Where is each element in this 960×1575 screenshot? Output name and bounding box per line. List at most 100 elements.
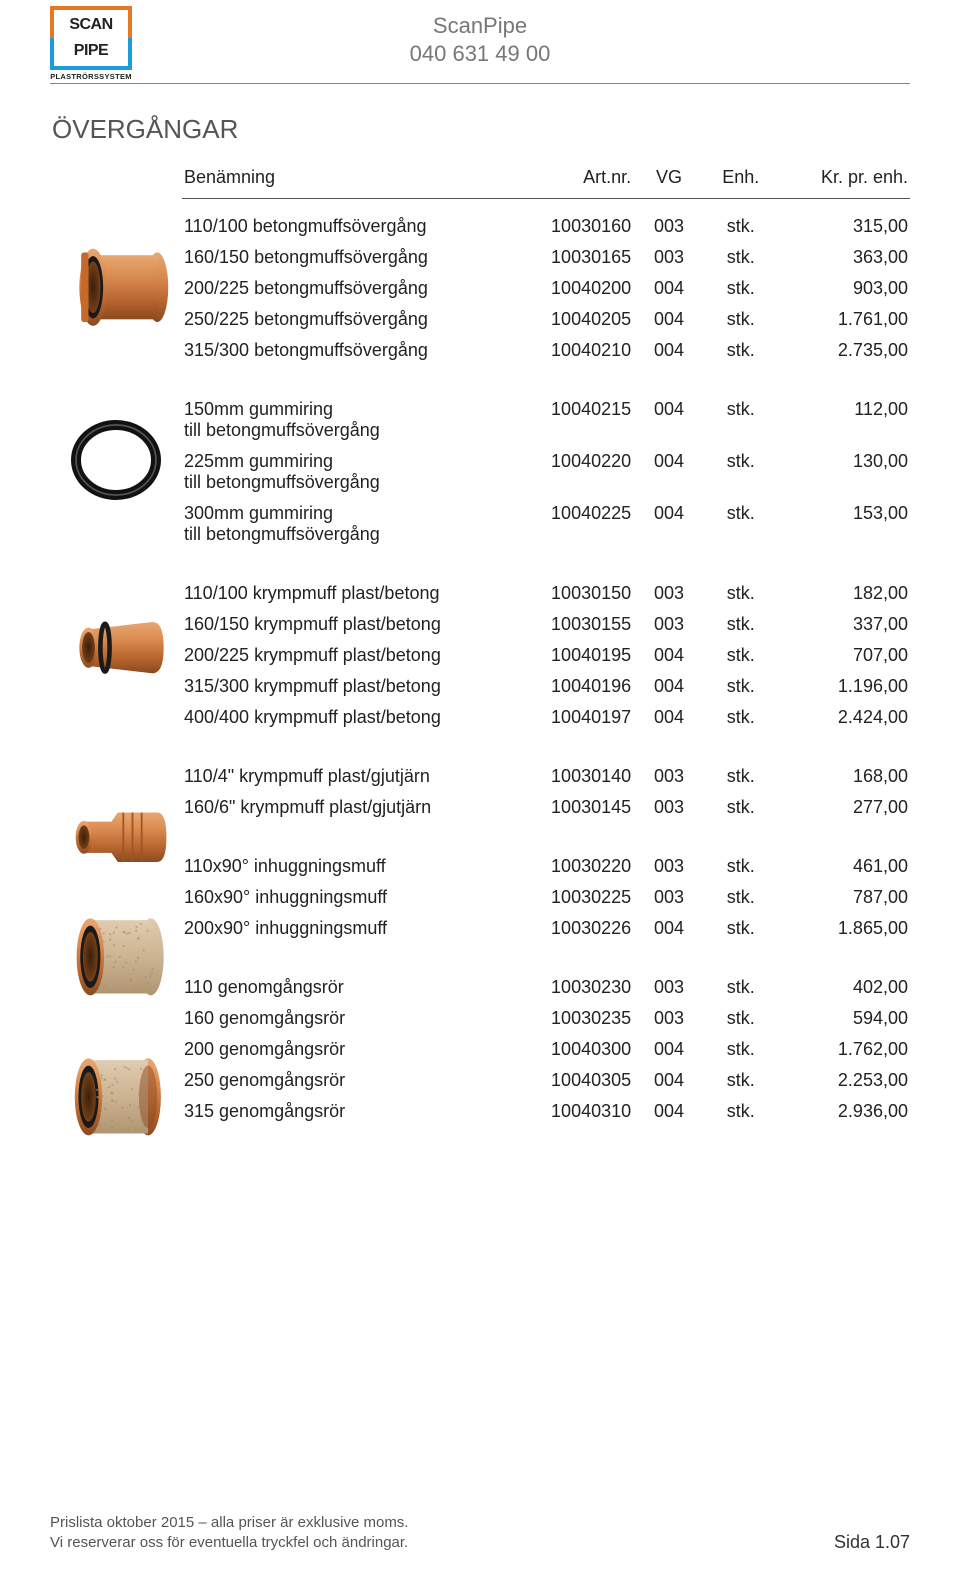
cell-price: 402,00 xyxy=(777,972,910,1003)
product-image-slot xyxy=(50,911,182,1051)
table-row: 225mm gummiringtill betongmuffsövergång1… xyxy=(182,446,910,498)
page-header: SCAN PIPE PLASTRÖRSSYSTEM ScanPipe 040 6… xyxy=(50,10,910,84)
th-art: Art.nr. xyxy=(510,163,633,199)
table-row: 160x90° inhuggningsmuff10030225003stk.78… xyxy=(182,882,910,913)
product-image-slot xyxy=(50,1051,182,1226)
table-row: 110x90° inhuggningsmuff10030220003stk.46… xyxy=(182,851,910,882)
cell-name: 225mm gummiringtill betongmuffsövergång xyxy=(182,446,510,498)
cell-price: 277,00 xyxy=(777,792,910,823)
product-image-icon xyxy=(61,796,171,879)
cell-art: 10030145 xyxy=(510,792,633,823)
cell-vg: 004 xyxy=(633,335,705,366)
cell-name: 160 genomgångsrör xyxy=(182,1003,510,1034)
cell-name: 200/225 betongmuffsövergång xyxy=(182,273,510,304)
cell-vg: 003 xyxy=(633,851,705,882)
cell-price: 461,00 xyxy=(777,851,910,882)
cell-name: 315 genomgångsrör xyxy=(182,1096,510,1127)
cell-price: 130,00 xyxy=(777,446,910,498)
th-enh: Enh. xyxy=(705,163,777,199)
cell-price: 787,00 xyxy=(777,882,910,913)
cell-name: 160/150 krympmuff plast/betong xyxy=(182,609,510,640)
cell-art: 10040215 xyxy=(510,394,633,446)
cell-name: 160/150 betongmuffsövergång xyxy=(182,242,510,273)
product-image-icon xyxy=(61,1051,171,1143)
footer-line2: Vi reserverar oss för eventuella tryckfe… xyxy=(50,1533,408,1553)
cell-enh: stk. xyxy=(705,335,777,366)
cell-price: 2.253,00 xyxy=(777,1065,910,1096)
cell-art: 10030140 xyxy=(510,761,633,792)
cell-name: 110/100 krympmuff plast/betong xyxy=(182,578,510,609)
product-image-slot xyxy=(50,406,182,601)
cell-vg: 004 xyxy=(633,640,705,671)
cell-art: 10030150 xyxy=(510,578,633,609)
cell-enh: stk. xyxy=(705,851,777,882)
section-title: ÖVERGÅNGAR xyxy=(52,114,910,145)
cell-name: 110x90° inhuggningsmuff xyxy=(182,851,510,882)
cell-name: 200/225 krympmuff plast/betong xyxy=(182,640,510,671)
cell-vg: 004 xyxy=(633,498,705,550)
cell-price: 182,00 xyxy=(777,578,910,609)
cell-art: 10040305 xyxy=(510,1065,633,1096)
table-row: 160/6" krympmuff plast/gjutjärn100301450… xyxy=(182,792,910,823)
cell-enh: stk. xyxy=(705,211,777,242)
table-row: 250 genomgångsrör10040305004stk.2.253,00 xyxy=(182,1065,910,1096)
table-row: 250/225 betongmuffsövergång10040205004st… xyxy=(182,304,910,335)
product-image-icon xyxy=(61,911,171,1003)
logo-top-text: SCAN xyxy=(50,6,132,38)
cell-enh: stk. xyxy=(705,640,777,671)
table-row: 400/400 krympmuff plast/betong1004019700… xyxy=(182,702,910,733)
table-row: 200x90° inhuggningsmuff10030226004stk.1.… xyxy=(182,913,910,944)
cell-vg: 003 xyxy=(633,211,705,242)
cell-enh: stk. xyxy=(705,1065,777,1096)
table-row: 200 genomgångsrör10040300004stk.1.762,00 xyxy=(182,1034,910,1065)
cell-price: 2.735,00 xyxy=(777,335,910,366)
cell-enh: stk. xyxy=(705,702,777,733)
th-price: Kr. pr. enh. xyxy=(777,163,910,199)
table-row: 150mm gummiringtill betongmuffsövergång1… xyxy=(182,394,910,446)
cell-art: 10040197 xyxy=(510,702,633,733)
table-row: 110/100 krympmuff plast/betong1003015000… xyxy=(182,578,910,609)
cell-price: 2.936,00 xyxy=(777,1096,910,1127)
cell-price: 2.424,00 xyxy=(777,702,910,733)
table-row: 200/225 betongmuffsövergång10040200004st… xyxy=(182,273,910,304)
table-row: 160/150 betongmuffsövergång10030165003st… xyxy=(182,242,910,273)
cell-name: 160/6" krympmuff plast/gjutjärn xyxy=(182,792,510,823)
product-image-slot xyxy=(50,601,182,796)
cell-art: 10040220 xyxy=(510,446,633,498)
cell-price: 1.865,00 xyxy=(777,913,910,944)
cell-art: 10030235 xyxy=(510,1003,633,1034)
product-image-slot xyxy=(50,796,182,911)
cell-vg: 004 xyxy=(633,304,705,335)
product-table: Benämning Art.nr. VG Enh. Kr. pr. enh. 1… xyxy=(182,163,910,1127)
cell-enh: stk. xyxy=(705,578,777,609)
cell-price: 1.196,00 xyxy=(777,671,910,702)
cell-vg: 004 xyxy=(633,1096,705,1127)
cell-name: 250 genomgångsrör xyxy=(182,1065,510,1096)
table-row: 200/225 krympmuff plast/betong1004019500… xyxy=(182,640,910,671)
footer-line1: Prislista oktober 2015 – alla priser är … xyxy=(50,1513,408,1533)
logo-bottom-text: PIPE xyxy=(50,38,132,70)
product-image-icon xyxy=(61,246,171,329)
cell-name: 110/4" krympmuff plast/gjutjärn xyxy=(182,761,510,792)
footer: Prislista oktober 2015 – alla priser är … xyxy=(50,1513,910,1554)
cell-enh: stk. xyxy=(705,1096,777,1127)
cell-vg: 003 xyxy=(633,882,705,913)
cell-enh: stk. xyxy=(705,304,777,335)
cell-name: 160x90° inhuggningsmuff xyxy=(182,882,510,913)
cell-vg: 003 xyxy=(633,242,705,273)
cell-price: 153,00 xyxy=(777,498,910,550)
header-center: ScanPipe 040 631 49 00 xyxy=(132,10,828,67)
product-image-slot xyxy=(50,211,182,406)
cell-art: 10040225 xyxy=(510,498,633,550)
cell-enh: stk. xyxy=(705,498,777,550)
th-name: Benämning xyxy=(182,163,510,199)
table-row: 160/150 krympmuff plast/betong1003015500… xyxy=(182,609,910,640)
table-row: 110 genomgångsrör10030230003stk.402,00 xyxy=(182,972,910,1003)
cell-price: 1.761,00 xyxy=(777,304,910,335)
cell-price: 363,00 xyxy=(777,242,910,273)
product-image-icon xyxy=(61,611,171,684)
data-column: Benämning Art.nr. VG Enh. Kr. pr. enh. 1… xyxy=(182,163,910,1226)
table-row: 315 genomgångsrör10040310004stk.2.936,00 xyxy=(182,1096,910,1127)
cell-enh: stk. xyxy=(705,882,777,913)
cell-enh: stk. xyxy=(705,242,777,273)
